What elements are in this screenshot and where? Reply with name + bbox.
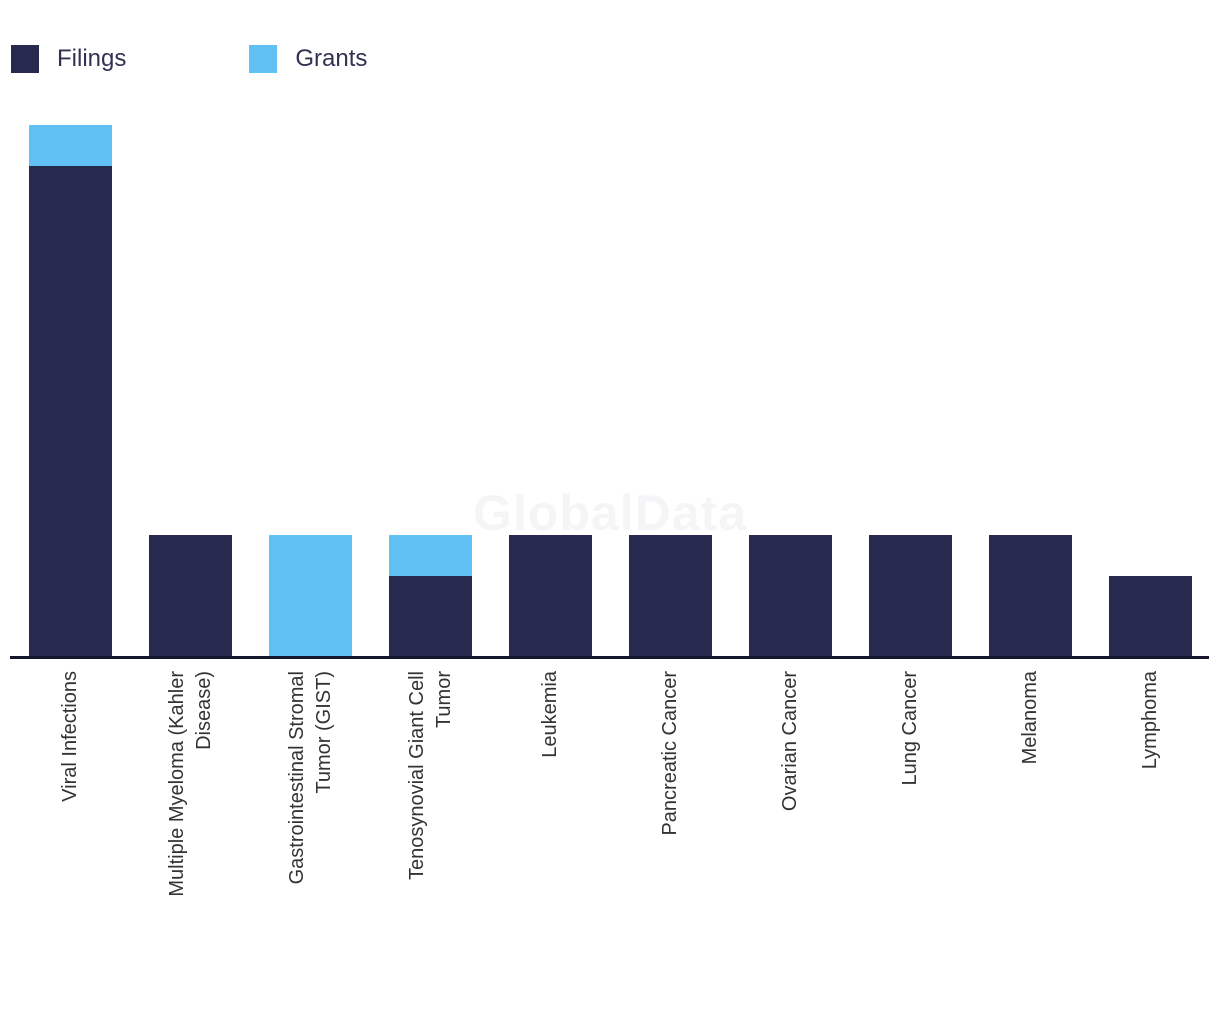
bar-segment-filings-ovarian-cancer[interactable] — [749, 535, 832, 658]
bar-segment-filings-lymphoma[interactable] — [1109, 576, 1192, 658]
x-axis-label-ovarian-cancer: Ovarian Cancer — [779, 671, 801, 812]
legend-item-grants[interactable]: Grants — [249, 45, 367, 73]
bar-gastrointestinal-stromal-tumor-gist[interactable] — [269, 535, 352, 658]
x-axis-label-gastrointestinal-stromal-tumor-gist: Gastrointestinal Stromal Tumor (GIST) — [285, 671, 335, 885]
grants-swatch-icon — [249, 45, 278, 73]
bar-segment-filings-lung-cancer[interactable] — [869, 535, 952, 658]
legend-label-grants: Grants — [295, 45, 368, 72]
legend-label-filings: Filings — [57, 45, 127, 72]
x-axis-line — [10, 656, 1209, 659]
bar-segment-grants-viral-infections[interactable] — [29, 125, 112, 166]
bar-viral-infections[interactable] — [29, 125, 112, 658]
bar-segment-filings-tenosynovial-giant-cell-tumor[interactable] — [389, 576, 472, 658]
filings-swatch-icon — [11, 45, 39, 73]
bar-segment-grants-tenosynovial-giant-cell-tumor[interactable] — [389, 535, 472, 576]
bar-lymphoma[interactable] — [1109, 576, 1192, 658]
bar-segment-filings-pancreatic-cancer[interactable] — [629, 535, 712, 658]
bar-leukemia[interactable] — [509, 535, 592, 658]
bar-lung-cancer[interactable] — [869, 535, 952, 658]
legend: Filings Grants — [11, 45, 367, 73]
bar-ovarian-cancer[interactable] — [749, 535, 832, 658]
x-axis-label-melanoma: Melanoma — [1019, 671, 1041, 765]
watermark: GlobalData — [473, 485, 747, 541]
bar-tenosynovial-giant-cell-tumor[interactable] — [389, 535, 472, 658]
bar-segment-filings-multiple-myeloma-kahler-disease[interactable] — [149, 535, 232, 658]
bar-segment-filings-melanoma[interactable] — [989, 535, 1072, 658]
x-axis-label-lymphoma: Lymphoma — [1139, 671, 1161, 770]
x-axis-label-viral-infections: Viral Infections — [59, 671, 81, 802]
bar-melanoma[interactable] — [989, 535, 1072, 658]
x-axis-label-pancreatic-cancer: Pancreatic Cancer — [659, 671, 681, 836]
x-axis-label-lung-cancer: Lung Cancer — [899, 671, 921, 786]
x-axis-label-leukemia: Leukemia — [539, 671, 561, 758]
bar-segment-filings-viral-infections[interactable] — [29, 166, 112, 658]
bar-pancreatic-cancer[interactable] — [629, 535, 712, 658]
x-axis-label-tenosynovial-giant-cell-tumor: Tenosynovial Giant Cell Tumor — [405, 671, 455, 880]
legend-item-filings[interactable]: Filings — [11, 45, 126, 73]
bar-multiple-myeloma-kahler-disease[interactable] — [149, 535, 232, 658]
bar-segment-filings-leukemia[interactable] — [509, 535, 592, 658]
bar-segment-grants-gastrointestinal-stromal-tumor-gist[interactable] — [269, 535, 352, 658]
x-axis-label-multiple-myeloma-kahler-disease: Multiple Myeloma (Kahler Disease) — [165, 671, 215, 897]
